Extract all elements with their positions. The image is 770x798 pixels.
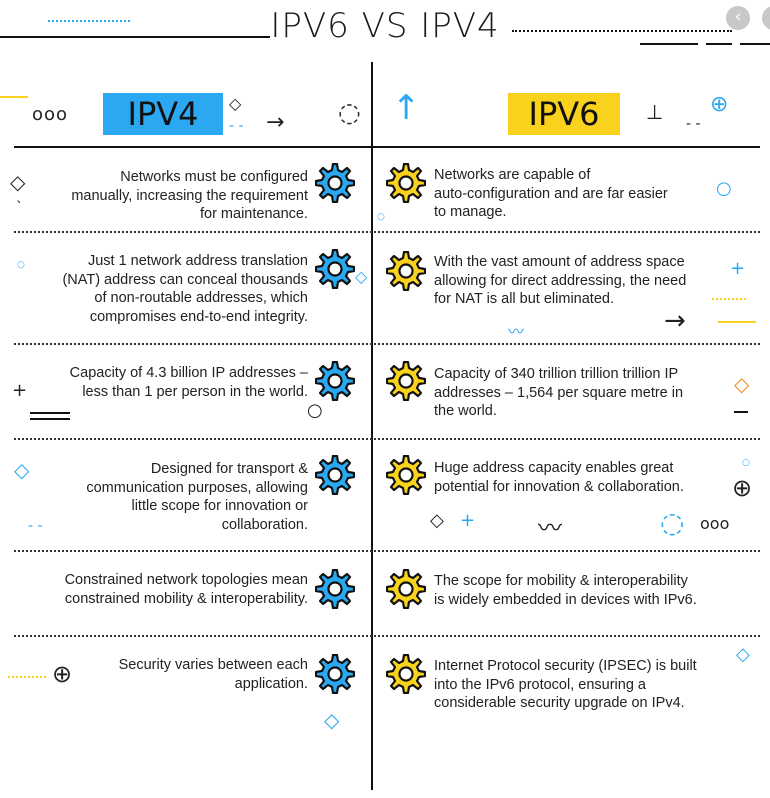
- row-separator: [14, 635, 760, 637]
- diamond-icon: ◇: [10, 170, 26, 194]
- ipv6-tag: IPV6: [508, 93, 620, 135]
- ipv6-row-6: Internet Protocol security (IPSEC) is bu…: [434, 658, 697, 711]
- wave-icon: 〰: [508, 322, 525, 341]
- ipv6-row-4: Huge address capacity enables great poten…: [434, 460, 684, 495]
- gear-icon: [386, 654, 426, 694]
- arrow-right-icon: →: [664, 306, 686, 336]
- row-separator: [14, 550, 760, 552]
- ipv4-tag: IPV4: [103, 93, 223, 135]
- row-separator: [14, 343, 760, 345]
- small-circle-deco: ○: [742, 458, 750, 468]
- ipv4-row-3: Capacity of 4.3 billion IP addresses – le…: [69, 365, 308, 400]
- title-dots-right: [512, 30, 732, 32]
- next-button-partial[interactable]: [762, 6, 770, 30]
- circle-icon: ○: [307, 400, 323, 421]
- dash-deco-right: - -: [686, 116, 701, 132]
- circle-icon: ○: [716, 178, 732, 199]
- yellow-dots-deco: [712, 298, 746, 300]
- gear-icon: [315, 569, 355, 609]
- small-circle-deco: ○: [377, 212, 385, 222]
- plus-icon: +: [460, 510, 476, 531]
- dots-icon: ooo: [32, 104, 69, 125]
- ipv6-row-1: Networks are capable of auto-configuratio…: [434, 167, 668, 220]
- ipv4-row-2: Just 1 network address translation (NAT) …: [62, 253, 308, 325]
- yellow-dash-deco: [718, 321, 756, 323]
- yellow-dots-deco: [8, 676, 46, 678]
- ipv4-row-1: Networks must be configured manually, inc…: [71, 169, 308, 222]
- diamond-icon: ◇: [14, 458, 30, 482]
- center-divider: [371, 62, 373, 790]
- row-separator: [14, 231, 760, 233]
- plus-icon: +: [12, 380, 28, 401]
- diamond-icon: ◇: [736, 644, 750, 665]
- small-circle-deco: ○: [17, 260, 25, 270]
- title-rule-right-1: [640, 43, 698, 45]
- ipv4-row-5: Constrained network topologies mean const…: [64, 572, 308, 607]
- loading-circle-icon: ◌: [660, 506, 685, 539]
- dash-deco: - -: [229, 118, 244, 134]
- gear-icon: [386, 569, 426, 609]
- header-rule: [14, 146, 760, 148]
- double-line-deco: [30, 418, 70, 420]
- gear-icon: [386, 163, 426, 203]
- plus-circle-icon: ⊕: [710, 92, 729, 117]
- gear-icon: [386, 251, 426, 291]
- diamond-icon: ◇: [430, 510, 444, 531]
- gear-icon: [315, 654, 355, 694]
- gear-icon: [315, 163, 355, 203]
- ipv6-row-5: The scope for mobility & interoperabilit…: [434, 573, 697, 608]
- yellow-dash-deco: [0, 96, 28, 98]
- plus-circle-icon: ⊕: [52, 660, 73, 688]
- arrow-up-icon: ↑: [392, 88, 421, 128]
- row-separator: [14, 438, 760, 440]
- ipv4-row-4: Designed for transport & communication pu…: [86, 461, 308, 533]
- gear-icon: [315, 249, 355, 289]
- back-arrow-button[interactable]: ‹: [726, 6, 750, 30]
- title-rule-right-3: [740, 43, 770, 45]
- dash-deco: - -: [28, 518, 43, 534]
- dots-icon: ooo: [700, 514, 730, 533]
- gear-icon: [386, 455, 426, 495]
- dash-deco: [734, 411, 748, 413]
- wave-icon: 〰: [538, 514, 562, 542]
- loading-circle-icon: ◌: [338, 98, 361, 128]
- page-title: IPV6 VS IPV4: [270, 6, 500, 46]
- arrow-right-icon: →: [266, 110, 285, 135]
- diamond-icon: ◇: [734, 372, 750, 396]
- diamond-icon: ◇: [355, 267, 368, 286]
- gear-icon: [315, 455, 355, 495]
- ipv4-row-6: Security varies between each application.: [118, 657, 308, 692]
- plus-icon: +: [730, 258, 746, 279]
- title-dots-left: [48, 20, 130, 22]
- tick-mark-deco: ˋ: [16, 200, 23, 216]
- anchor-plus-icon: ⊥: [646, 100, 664, 124]
- diamond-icon: ◇: [229, 94, 242, 113]
- gear-icon: [315, 361, 355, 401]
- double-line-deco: [30, 412, 70, 414]
- title-rule-left: [0, 36, 270, 38]
- title-rule-right-2: [706, 43, 732, 45]
- plus-circle-icon: ⊕: [732, 474, 753, 502]
- diamond-icon: ◇: [324, 708, 340, 732]
- ipv6-row-2: With the vast amount of address space all…: [434, 254, 687, 307]
- gear-icon: [386, 361, 426, 401]
- ipv6-row-3: Capacity of 340 trillion trillion trilli…: [434, 366, 684, 419]
